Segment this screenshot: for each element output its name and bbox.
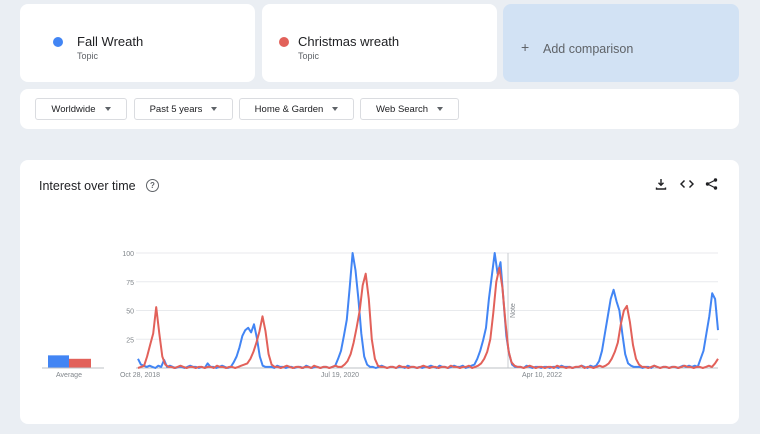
term-card-christmas-wreath[interactable]: Christmas wreath Topic xyxy=(262,4,497,82)
add-comparison-label: Add comparison xyxy=(543,42,634,56)
average-bar xyxy=(48,355,69,368)
term-name: Christmas wreath xyxy=(298,34,400,49)
filter-category[interactable]: Home & Garden xyxy=(239,98,354,120)
term-type: Topic xyxy=(77,51,99,61)
average-bar xyxy=(69,358,91,368)
filter-label: Home & Garden xyxy=(254,103,324,115)
average-label: Average xyxy=(56,372,82,379)
embed-icon[interactable] xyxy=(679,178,695,193)
interest-over-time-card xyxy=(20,160,739,424)
y-tick-label: 75 xyxy=(126,280,134,287)
x-tick-label: Oct 28, 2018 xyxy=(120,372,160,379)
filter-label: Past 5 years xyxy=(149,103,203,115)
caret-down-icon xyxy=(104,107,111,111)
add-comparison-button[interactable]: + Add comparison xyxy=(503,4,739,82)
note-label: Note xyxy=(510,303,517,318)
help-icon[interactable]: ? xyxy=(146,179,159,192)
term-type: Topic xyxy=(298,51,320,61)
x-tick-label: Jul 19, 2020 xyxy=(321,372,359,379)
series-color-dot xyxy=(53,37,63,47)
filter-label: Web Search xyxy=(375,103,429,115)
chart-title: Interest over time xyxy=(39,179,136,193)
share-icon[interactable] xyxy=(705,178,718,193)
y-tick-label: 100 xyxy=(122,251,134,258)
term-name: Fall Wreath xyxy=(77,34,144,49)
caret-down-icon xyxy=(211,107,218,111)
filter-label: Worldwide xyxy=(51,103,96,115)
series-line xyxy=(137,266,719,369)
y-tick-label: 50 xyxy=(126,309,134,316)
x-tick-label: Apr 10, 2022 xyxy=(522,372,562,379)
download-icon[interactable] xyxy=(655,178,667,193)
filter-time-range[interactable]: Past 5 years xyxy=(134,98,233,120)
plus-icon: + xyxy=(521,39,530,55)
y-tick-label: 25 xyxy=(126,337,134,344)
series-color-dot xyxy=(279,37,289,47)
caret-down-icon xyxy=(332,107,339,111)
term-card-fall-wreath[interactable]: Fall Wreath Topic xyxy=(20,4,255,82)
filter-search-type[interactable]: Web Search xyxy=(360,98,459,120)
filter-location[interactable]: Worldwide xyxy=(35,98,127,120)
caret-down-icon xyxy=(437,107,444,111)
